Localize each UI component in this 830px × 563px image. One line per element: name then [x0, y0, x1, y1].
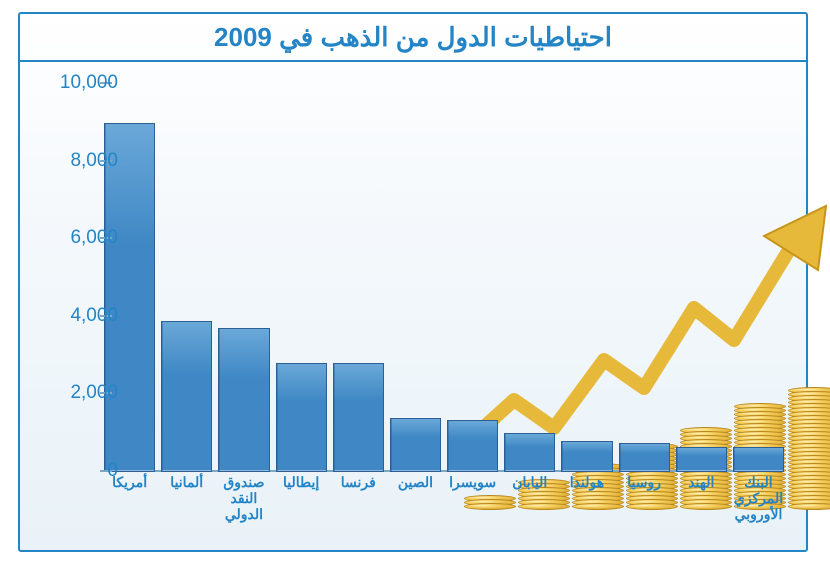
- bar-slot: [619, 443, 670, 472]
- y-axis-label: 10,000: [48, 72, 118, 94]
- coin-icon: [788, 399, 830, 406]
- coin-icon: [788, 403, 830, 410]
- coin-icon: [788, 427, 830, 434]
- y-axis-label: 0: [48, 460, 118, 482]
- y-axis-label: 4,000: [48, 305, 118, 327]
- coin-icon: [788, 491, 830, 498]
- coin-icon: [788, 415, 830, 422]
- bars-container: [104, 84, 784, 472]
- bar-slot: [561, 441, 612, 472]
- bar: [676, 447, 727, 472]
- x-axis-label: الهند: [676, 474, 727, 522]
- coin-icon: [788, 475, 830, 482]
- coin-icon: [788, 419, 830, 426]
- x-axis-label: هولندا: [561, 474, 612, 522]
- coin-icon: [788, 423, 830, 430]
- coin-icon: [788, 495, 830, 502]
- bar: [447, 420, 498, 472]
- coin-icon: [788, 439, 830, 446]
- bar-slot: [676, 447, 727, 472]
- x-axis-label: صندوقالنقدالدولي: [218, 474, 269, 522]
- coin-icon: [788, 443, 830, 450]
- coin-icon: [788, 459, 830, 466]
- x-axis-label: فرنسا: [333, 474, 384, 522]
- y-axis-label: 8,000: [48, 150, 118, 172]
- coin-icon: [788, 407, 830, 414]
- x-axis-label: ألمانيا: [161, 474, 212, 522]
- bar-slot: [390, 418, 441, 472]
- bar: [333, 363, 384, 472]
- x-labels: أمريكاألمانياصندوقالنقدالدوليإيطاليافرنس…: [104, 474, 784, 522]
- y-axis-label: 6,000: [48, 227, 118, 249]
- bar: [218, 328, 269, 472]
- coin-stack: [788, 390, 830, 510]
- coin-icon: [788, 479, 830, 486]
- x-axis-label: اليابان: [504, 474, 555, 522]
- y-axis-label: 2,000: [48, 382, 118, 404]
- bar: [619, 443, 670, 472]
- bar: [561, 441, 612, 472]
- coin-icon: [788, 431, 830, 438]
- coin-icon: [788, 463, 830, 470]
- coin-icon: [788, 387, 830, 394]
- coin-icon: [788, 447, 830, 454]
- bar-slot: [104, 123, 155, 472]
- bar: [104, 123, 155, 472]
- coin-icon: [788, 499, 830, 506]
- coin-icon: [788, 487, 830, 494]
- x-axis-label: سويسرا: [447, 474, 498, 522]
- bar-slot: [276, 363, 327, 472]
- chart-frame: احتياطيات الدول من الذهب في 2009 أمريكاأ…: [18, 12, 808, 552]
- bar-slot: [333, 363, 384, 472]
- bar: [504, 433, 555, 472]
- x-axis-label: إيطاليا: [276, 474, 327, 522]
- bar: [161, 321, 212, 472]
- coin-icon: [788, 455, 830, 462]
- bar-slot: [733, 447, 784, 472]
- x-axis-label: الصين: [390, 474, 441, 522]
- x-axis-label: البنكالمركزيالأوروبي: [733, 474, 784, 522]
- bar-slot: [447, 420, 498, 472]
- plot-area: [104, 84, 784, 472]
- coin-icon: [788, 391, 830, 398]
- coin-icon: [788, 503, 830, 510]
- coin-icon: [788, 395, 830, 402]
- bar-slot: [161, 321, 212, 472]
- bar-slot: [218, 328, 269, 472]
- coin-icon: [788, 411, 830, 418]
- coin-icon: [788, 451, 830, 458]
- bar: [390, 418, 441, 472]
- chart-title: احتياطيات الدول من الذهب في 2009: [20, 14, 806, 62]
- bar-slot: [504, 433, 555, 472]
- coin-icon: [788, 471, 830, 478]
- coin-icon: [788, 435, 830, 442]
- coin-icon: [788, 467, 830, 474]
- x-axis-label: روسيا: [619, 474, 670, 522]
- bar: [276, 363, 327, 472]
- bar: [733, 447, 784, 472]
- coin-icon: [788, 483, 830, 490]
